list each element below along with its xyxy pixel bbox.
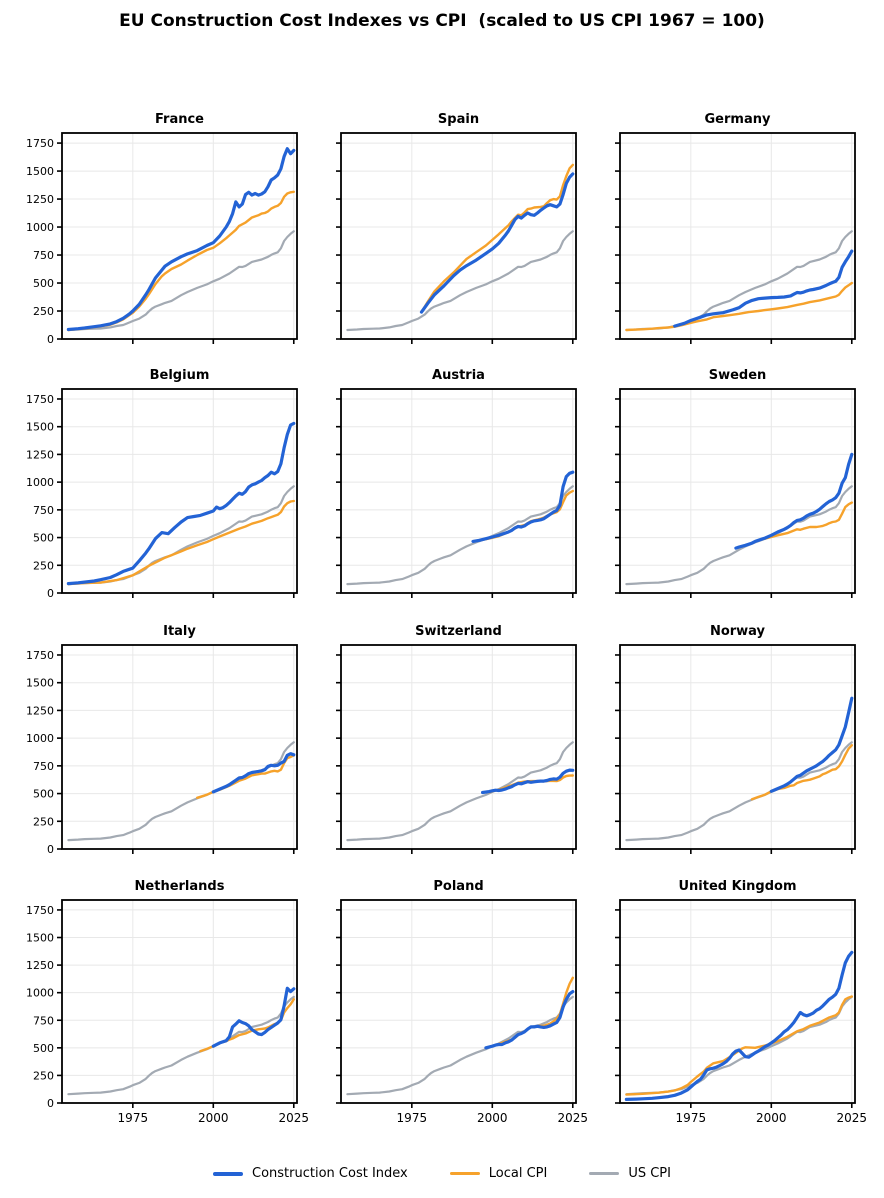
svg-text:1750: 1750: [26, 649, 54, 662]
svg-text:2000: 2000: [477, 1111, 508, 1125]
svg-text:1000: 1000: [26, 732, 54, 745]
subplot-title: United Kingdom: [678, 879, 797, 894]
subplot-title: Italy: [163, 624, 196, 639]
svg-text:2025: 2025: [558, 1111, 589, 1125]
svg-text:250: 250: [33, 1069, 54, 1082]
subplot-sweden: Sweden: [615, 368, 856, 598]
svg-text:1500: 1500: [26, 932, 54, 945]
subplot-title: Sweden: [708, 368, 767, 383]
plot-area-france: 0 250 500 750 1000 1250 1500 1750: [26, 132, 298, 346]
subplot-title: Poland: [433, 879, 484, 894]
svg-text:250: 250: [33, 559, 54, 572]
svg-text:500: 500: [33, 277, 54, 290]
svg-text:1500: 1500: [26, 421, 54, 434]
subplot-norway: Norway: [615, 624, 856, 854]
svg-text:750: 750: [33, 249, 54, 262]
svg-text:1975: 1975: [118, 1111, 149, 1125]
svg-text:1000: 1000: [26, 221, 54, 234]
legend-label: US CPI: [628, 1166, 671, 1181]
subplot-title: Netherlands: [134, 879, 225, 894]
subplot-austria: Austria: [336, 368, 577, 598]
legend-swatch-us-cpi-line: [589, 1172, 620, 1175]
legend-label: Construction Cost Index: [252, 1166, 408, 1181]
legend-item-us-cpi: US CPI: [589, 1166, 671, 1181]
plot-area-switzerland: [336, 644, 577, 854]
subplot-title: Belgium: [149, 368, 210, 383]
svg-text:2025: 2025: [279, 1111, 310, 1125]
subplot-spain: Spain: [336, 112, 577, 344]
plot-area-belgium: 0 250 500 750 1000 1250 1500 1750: [26, 388, 298, 600]
subplot-germany: Germany: [615, 112, 856, 344]
legend-swatch-local-cpi-line: [449, 1172, 480, 1175]
subplot-united-kingdom: United Kingdom 1975 2000 2025: [615, 879, 867, 1125]
plot-area-italy: 0 250 500 750 1000 1250 1500 1750: [26, 644, 298, 856]
plot-area-netherlands: 0 250 500 750 1000 1250 1500 1750 1975 2000 2025: [26, 899, 309, 1125]
svg-text:2025: 2025: [837, 1111, 868, 1125]
svg-text:1250: 1250: [26, 193, 54, 206]
plot-area-united-kingdom: 1975 2000 2025: [615, 899, 867, 1125]
svg-text:250: 250: [33, 305, 54, 318]
plot-area-spain: [336, 132, 577, 344]
chart-legend: Construction Cost Index Local CPI US CPI: [0, 1166, 884, 1181]
plot-area-sweden: [615, 388, 856, 598]
svg-text:1000: 1000: [26, 987, 54, 1000]
svg-text:750: 750: [33, 760, 54, 773]
svg-text:1750: 1750: [26, 393, 54, 406]
svg-text:1750: 1750: [26, 904, 54, 917]
svg-text:250: 250: [33, 815, 54, 828]
legend-item-local-cpi: Local CPI: [449, 1166, 548, 1181]
subplot-france: France 0 250 500 750 1000 1250 1500 1750: [26, 112, 298, 346]
subplot-title: Austria: [432, 368, 485, 383]
svg-text:0: 0: [47, 333, 54, 346]
svg-text:1975: 1975: [676, 1111, 707, 1125]
svg-text:1500: 1500: [26, 677, 54, 690]
subplot-switzerland: Switzerland: [336, 624, 577, 854]
figure-title: EU Construction Cost Indexes vs CPI (sca…: [119, 11, 765, 31]
subplot-belgium: Belgium 0 250 500 750 1000 1250 1500 1750: [26, 368, 298, 600]
svg-text:2000: 2000: [198, 1111, 229, 1125]
svg-text:1975: 1975: [397, 1111, 428, 1125]
svg-text:1000: 1000: [26, 476, 54, 489]
subplot-title: Spain: [437, 112, 480, 127]
legend-item-construction-cost-index: Construction Cost Index: [213, 1166, 408, 1181]
svg-text:750: 750: [33, 504, 54, 517]
svg-text:2000: 2000: [756, 1111, 787, 1125]
legend-label: Local CPI: [488, 1166, 548, 1181]
svg-text:1250: 1250: [26, 448, 54, 461]
plot-area-germany: [615, 132, 856, 344]
svg-text:0: 0: [47, 587, 54, 600]
subplot-italy: Italy 0 250 500 750 1000 1250 1500 1750: [26, 624, 298, 856]
svg-text:0: 0: [47, 843, 54, 856]
svg-text:500: 500: [33, 1042, 54, 1055]
plot-area-poland: 1975 2000 2025: [336, 899, 588, 1125]
svg-text:1250: 1250: [26, 704, 54, 717]
svg-text:1750: 1750: [26, 137, 54, 150]
plot-area-austria: [336, 388, 577, 598]
svg-text:500: 500: [33, 532, 54, 545]
subplot-title: Norway: [709, 624, 766, 639]
subplot-title: Switzerland: [415, 624, 502, 639]
subplot-title: France: [154, 112, 204, 127]
plot-area-norway: [615, 644, 856, 854]
subplot-title: Germany: [704, 112, 771, 127]
svg-text:750: 750: [33, 1014, 54, 1027]
svg-text:1500: 1500: [26, 165, 54, 178]
svg-text:0: 0: [47, 1097, 54, 1110]
svg-text:500: 500: [33, 788, 54, 801]
subplot-poland: Poland 1975 2000 2025: [336, 879, 588, 1125]
subplot-netherlands: Netherlands 0 250 500 750 1000 1250 1500 1750 197…: [26, 879, 309, 1125]
legend-swatch-cci-line: [213, 1171, 244, 1176]
svg-text:1250: 1250: [26, 959, 54, 972]
